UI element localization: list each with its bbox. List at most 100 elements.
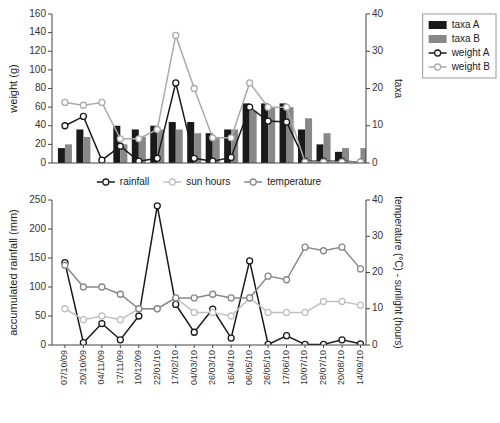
y-tick-label: 0 [40,157,46,168]
legend-frame [423,14,496,78]
point [302,244,308,250]
y-tick-label: 200 [29,223,46,234]
point [117,143,123,149]
point [173,295,179,301]
y2-tick [366,163,370,164]
y2-tick-label: 20 [372,82,384,93]
legend-swatch [429,21,447,29]
point [62,306,68,312]
y2-tick [366,51,370,52]
legend-marker [103,179,109,185]
x-tick [341,345,342,348]
bar [268,107,275,163]
point [284,104,290,110]
y2-tick [366,125,370,126]
x-tick-label: 22/01/10 [152,350,162,385]
x-axis-line [52,163,366,164]
point [357,266,363,272]
legend-label: weight A [451,47,490,58]
x-axis-line [52,345,366,346]
y-axis-label: weight (g) [7,64,19,113]
point [62,262,68,268]
y2-tick-label: 40 [372,194,384,205]
x-tick [212,345,213,348]
legend-item: taxa B [429,33,481,44]
legend-marker [169,179,175,185]
y-tick [48,14,52,15]
point [321,299,327,305]
point [136,306,142,312]
legend-marker [250,179,256,185]
x-tick-label: 26/05/10 [262,350,272,385]
point [173,301,179,307]
y2-tick [366,200,370,201]
point [173,80,179,86]
y-tick [48,200,52,201]
x-tick [360,345,361,348]
point [339,337,345,343]
legend: rainfallsun hourstemperature [97,176,322,187]
point [228,313,234,319]
x-tick [64,345,65,348]
point [62,123,68,129]
y-tick-label: 160 [29,8,46,19]
point [191,86,197,92]
y-tick [48,69,52,70]
bar [169,122,176,163]
x-tick-label: 17/02/10 [170,350,180,385]
point [210,135,216,141]
bar [243,103,250,163]
point [154,126,160,132]
point [99,284,105,290]
point [80,317,86,323]
y-tick-label: 100 [29,64,46,75]
y-tick [48,229,52,230]
y-tick [48,107,52,108]
y-tick-label: 100 [29,281,46,292]
point [191,329,197,335]
chart-svg: 020406080100120140160010203040weight (g)… [0,0,500,423]
x-tick [231,345,232,348]
point [173,32,179,38]
point [154,155,160,161]
y-axis-label: accumulated rainfall (mm) [7,209,19,336]
y-tick-label: 0 [40,339,46,350]
point [302,341,308,345]
point [265,273,271,279]
x-tick [194,345,195,348]
legend-marker [435,64,441,70]
point [339,159,345,163]
point [339,299,345,305]
plot-area [58,32,366,163]
point [80,113,86,119]
point [321,248,327,254]
point [173,295,179,301]
y-tick [48,88,52,89]
y2-tick-label: 30 [372,45,384,56]
point [357,302,363,308]
bar [261,103,268,163]
point [136,306,142,312]
panel: 020406080100120140160010203040weight (g)… [7,8,496,168]
y-axis-line [52,200,53,345]
bar [280,103,287,163]
point [136,158,142,163]
y-tick [48,32,52,33]
y2-tick [366,272,370,273]
bar [65,144,72,163]
x-tick [323,345,324,348]
point [117,317,123,323]
panel: 05010015020025001020304007/10/0920/10/09… [7,176,404,385]
x-tick [249,345,250,348]
y-tick-label: 120 [29,45,46,56]
y-tick-label: 80 [35,82,47,93]
y-tick-label: 140 [29,26,46,37]
x-tick-label: 10/07/10 [299,350,309,385]
legend-label: taxa A [452,19,480,30]
x-tick-label: 17/06/10 [281,350,291,385]
point [191,309,197,315]
y-tick [48,51,52,52]
point [191,295,197,301]
point [247,295,253,301]
point [117,291,123,297]
